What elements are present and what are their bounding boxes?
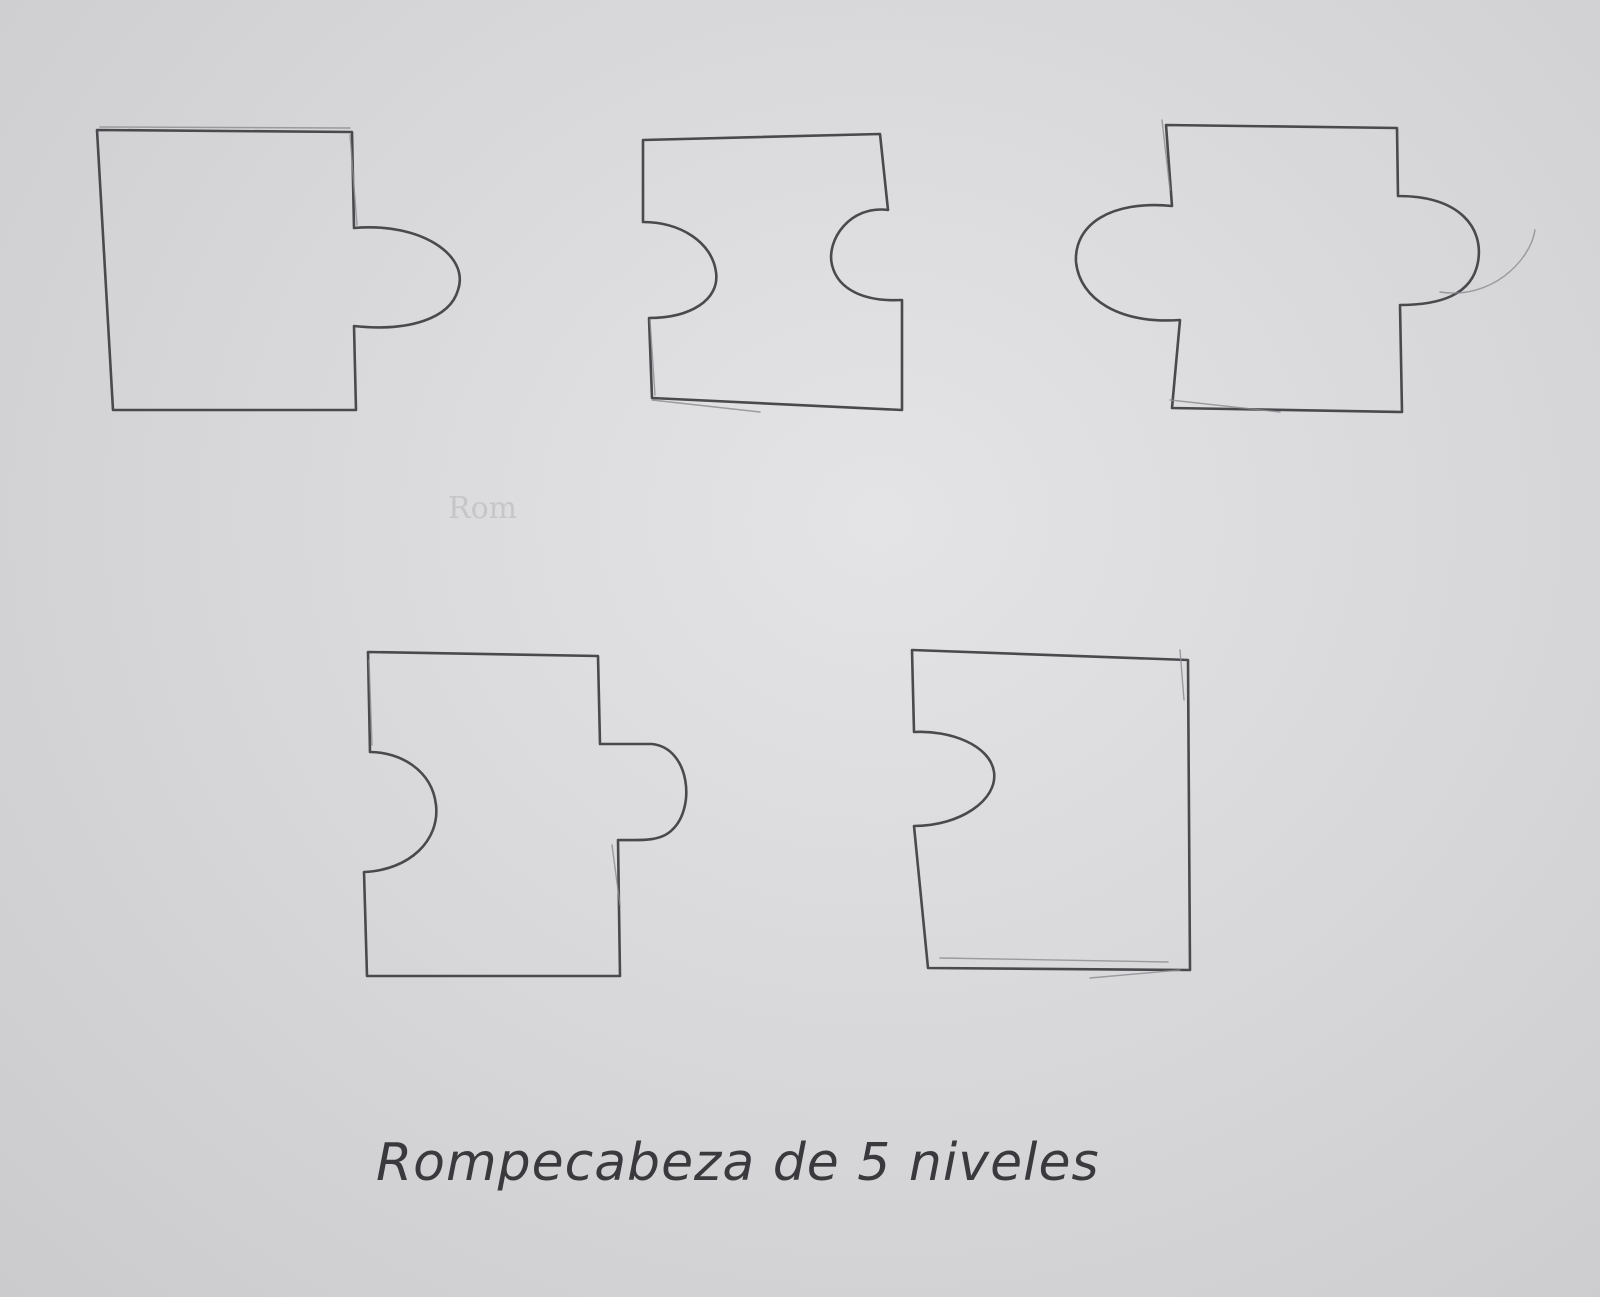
puzzle-piece-1 bbox=[95, 126, 461, 412]
caption: Rompecabeza de 5 niveles bbox=[376, 1133, 1100, 1193]
puzzle-piece-2 bbox=[641, 132, 904, 413]
faint-note: Rom bbox=[448, 491, 517, 526]
puzzle-piece-3 bbox=[1074, 119, 1536, 414]
puzzle-piece-4 bbox=[362, 650, 688, 978]
puzzle-piece-5 bbox=[910, 648, 1192, 979]
